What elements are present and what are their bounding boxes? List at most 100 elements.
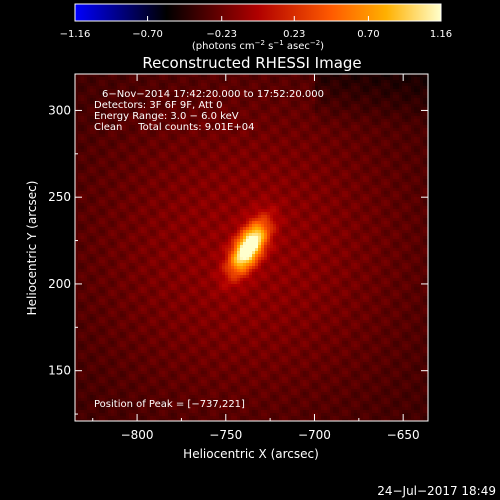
heatmap-cell <box>324 80 327 83</box>
heatmap-cell <box>168 152 171 155</box>
heatmap-cell <box>225 179 228 182</box>
heatmap-cell <box>327 170 330 173</box>
heatmap-cell <box>243 191 246 194</box>
heatmap-cell <box>276 74 279 77</box>
heatmap-cell <box>402 119 405 122</box>
heatmap-cell <box>210 149 213 152</box>
heatmap-cell <box>402 107 405 110</box>
heatmap-cell <box>288 158 291 161</box>
heatmap-cell <box>255 155 258 158</box>
heatmap-cell <box>93 170 96 173</box>
heatmap-cell <box>255 188 258 191</box>
heatmap-cell <box>120 194 123 197</box>
heatmap-cell <box>240 182 243 185</box>
heatmap-cell <box>180 104 183 107</box>
heatmap-cell <box>351 104 354 107</box>
heatmap-cell <box>288 149 291 152</box>
heatmap-cell <box>207 155 210 158</box>
heatmap-cell <box>360 167 363 170</box>
heatmap-cell <box>378 74 381 77</box>
heatmap-cell <box>117 158 120 161</box>
heatmap-cell <box>228 89 231 92</box>
heatmap-cell <box>282 182 285 185</box>
heatmap-cell <box>129 185 132 188</box>
heatmap-cell <box>255 125 258 128</box>
heatmap-cell <box>414 110 417 113</box>
heatmap-cell <box>267 182 270 185</box>
heatmap-cell <box>144 119 147 122</box>
heatmap-cell <box>168 146 171 149</box>
heatmap-cell <box>360 164 363 167</box>
heatmap-cell <box>261 128 264 131</box>
heatmap-cell <box>396 179 399 182</box>
heatmap-cell <box>270 137 273 140</box>
heatmap-cell <box>333 101 336 104</box>
heatmap-cell <box>168 137 171 140</box>
heatmap-cell <box>150 83 153 86</box>
heatmap-cell <box>342 128 345 131</box>
heatmap-cell <box>126 86 129 89</box>
heatmap-cell <box>339 98 342 101</box>
heatmap-cell <box>84 95 87 98</box>
heatmap-cell <box>336 188 339 191</box>
heatmap-cell <box>375 95 378 98</box>
heatmap-cell <box>426 149 428 152</box>
heatmap-cell <box>417 119 420 122</box>
heatmap-cell <box>339 194 342 197</box>
heatmap-cell <box>333 125 336 128</box>
heatmap-cell <box>222 143 225 146</box>
heatmap-cell <box>117 176 120 179</box>
heatmap-cell <box>270 146 273 149</box>
heatmap-cell <box>249 80 252 83</box>
heatmap-cell <box>408 131 411 134</box>
heatmap-cell <box>312 101 315 104</box>
heatmap-cell <box>198 101 201 104</box>
heatmap-cell <box>168 167 171 170</box>
heatmap-cell <box>177 92 180 95</box>
heatmap-cell <box>84 143 87 146</box>
heatmap-cell <box>192 179 195 182</box>
heatmap-cell <box>243 116 246 119</box>
heatmap-cell <box>231 83 234 86</box>
heatmap-cell <box>159 98 162 101</box>
heatmap-cell <box>360 185 363 188</box>
heatmap-cell <box>174 74 177 77</box>
heatmap-cell <box>354 110 357 113</box>
heatmap-cell <box>327 80 330 83</box>
heatmap-cell <box>174 143 177 146</box>
heatmap-cell <box>396 113 399 116</box>
heatmap-cell <box>216 98 219 101</box>
heatmap-cell <box>279 149 282 152</box>
heatmap-cell <box>237 137 240 140</box>
heatmap-cell <box>183 170 186 173</box>
heatmap-cell <box>228 122 231 125</box>
heatmap-cell <box>273 83 276 86</box>
heatmap-cell <box>327 119 330 122</box>
heatmap-cell <box>231 134 234 137</box>
heatmap-cell <box>324 140 327 143</box>
heatmap-cell <box>381 188 384 191</box>
heatmap-cell <box>396 194 399 197</box>
heatmap-cell <box>312 134 315 137</box>
heatmap-cell <box>258 92 261 95</box>
heatmap-cell <box>249 146 252 149</box>
heatmap-cell <box>390 176 393 179</box>
heatmap-cell <box>204 161 207 164</box>
heatmap-cell <box>393 179 396 182</box>
heatmap-cell <box>201 104 204 107</box>
heatmap-cell <box>171 170 174 173</box>
heatmap-cell <box>81 89 84 92</box>
heatmap-cell <box>87 134 90 137</box>
heatmap-cell <box>381 155 384 158</box>
heatmap-cell <box>156 98 159 101</box>
heatmap-cell <box>294 182 297 185</box>
heatmap-cell <box>156 143 159 146</box>
heatmap-cell <box>165 128 168 131</box>
heatmap-cell <box>381 89 384 92</box>
heatmap-cell <box>141 86 144 89</box>
heatmap-cell <box>84 191 87 194</box>
heatmap-cell <box>291 137 294 140</box>
heatmap-cell <box>276 191 279 194</box>
heatmap-cell <box>201 188 204 191</box>
heatmap-cell <box>264 77 267 80</box>
